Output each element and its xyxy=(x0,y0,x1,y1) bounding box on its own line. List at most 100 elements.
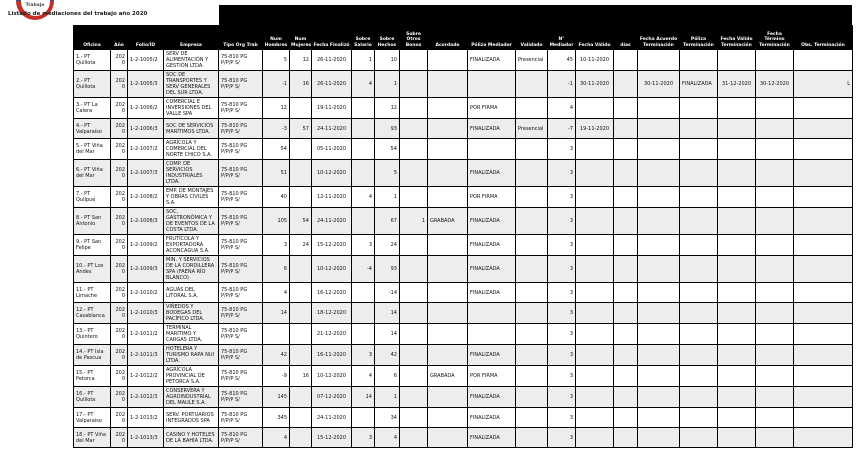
cell-sobre_salario[interactable] xyxy=(351,323,375,345)
cell-sobre_otros[interactable] xyxy=(399,118,428,139)
cell-ano[interactable]: 2020 xyxy=(110,302,128,324)
cell-dias[interactable] xyxy=(613,386,638,408)
cell-sobre_salario[interactable] xyxy=(351,207,375,235)
cell-num_mujeres[interactable]: 24 xyxy=(289,234,312,256)
cell-poliza_mediador[interactable]: POR FIRMA xyxy=(467,186,516,208)
cell-fecha_finalizo[interactable]: 26-11-2020 xyxy=(311,49,352,71)
cell-poliza_mediador[interactable]: FINALIZADA xyxy=(467,407,516,428)
cell-acordado[interactable] xyxy=(427,386,468,408)
cell-oficina[interactable]: 13.- PT Quintero xyxy=(73,323,111,345)
cell-fecha_valido[interactable] xyxy=(575,302,614,324)
cell-poliza_mediador[interactable]: FINALIZADA xyxy=(467,344,516,366)
cell-fecha_termino_term[interactable] xyxy=(755,282,794,303)
cell-fecha_acuerdo_term[interactable] xyxy=(637,138,680,160)
cell-validado[interactable] xyxy=(515,186,548,208)
cell-acordado[interactable] xyxy=(427,302,468,324)
cell-ano[interactable]: 2020 xyxy=(110,49,128,71)
cell-ano[interactable]: 2020 xyxy=(110,186,128,208)
cell-poliza_term[interactable] xyxy=(679,344,718,366)
cell-dias[interactable] xyxy=(613,282,638,303)
cell-fecha_valido_term[interactable] xyxy=(717,365,756,387)
cell-fecha_valido[interactable] xyxy=(575,255,614,283)
cell-poliza_mediador[interactable]: FINALIZADA xyxy=(467,49,516,71)
cell-poliza_mediador[interactable]: FINALIZADA xyxy=(467,118,516,139)
cell-fecha_acuerdo_term[interactable] xyxy=(637,407,680,428)
cell-fecha_valido[interactable] xyxy=(575,427,614,448)
cell-acordado[interactable] xyxy=(427,186,468,208)
cell-dias[interactable] xyxy=(613,186,638,208)
cell-poliza_mediador[interactable] xyxy=(467,70,516,98)
cell-sobre_otros[interactable] xyxy=(399,302,428,324)
cell-n_mediador[interactable]: 3 xyxy=(547,427,576,448)
cell-sobre_otros[interactable] xyxy=(399,344,428,366)
cell-num_hombres[interactable]: -1 xyxy=(262,70,290,98)
cell-sobre_hechos[interactable]: -14 xyxy=(374,282,400,303)
cell-fecha_finalizo[interactable]: 18-12-2020 xyxy=(311,302,352,324)
cell-tipo_org[interactable]: 75-810 PG P/P/P S/ xyxy=(218,138,263,160)
cell-empresa[interactable]: SOC. GASTRONÓMICA Y DE EVENTOS DE LA COS… xyxy=(163,207,219,235)
cell-sobre_hechos[interactable]: 4 xyxy=(374,427,400,448)
cell-sobre_otros[interactable] xyxy=(399,49,428,71)
cell-num_mujeres[interactable]: 54 xyxy=(289,207,312,235)
cell-sobre_otros[interactable] xyxy=(399,186,428,208)
cell-fecha_valido_term[interactable] xyxy=(717,255,756,283)
cell-sobre_hechos[interactable]: 1 xyxy=(374,186,400,208)
cell-oficina[interactable]: 8.- PT San Antonio xyxy=(73,207,111,235)
cell-acordado[interactable] xyxy=(427,138,468,160)
cell-sobre_salario[interactable]: -4 xyxy=(351,255,375,283)
cell-validado[interactable] xyxy=(515,386,548,408)
cell-oficina[interactable]: 12.- PT Casablanca xyxy=(73,302,111,324)
cell-acordado[interactable] xyxy=(427,97,468,119)
cell-sobre_otros[interactable] xyxy=(399,386,428,408)
cell-obs_term[interactable] xyxy=(793,365,853,387)
column-header-fecha_termino_term[interactable]: Fecha Término Terminación xyxy=(755,25,794,50)
cell-obs_term[interactable] xyxy=(793,207,853,235)
cell-sobre_hechos[interactable]: 34 xyxy=(374,407,400,428)
cell-ano[interactable]: 2020 xyxy=(110,323,128,345)
cell-fecha_acuerdo_term[interactable] xyxy=(637,207,680,235)
cell-sobre_salario[interactable]: 14 xyxy=(351,386,375,408)
cell-n_mediador[interactable]: -7 xyxy=(547,118,576,139)
cell-poliza_term[interactable] xyxy=(679,97,718,119)
cell-fecha_termino_term[interactable] xyxy=(755,118,794,139)
cell-validado[interactable] xyxy=(515,427,548,448)
cell-acordado[interactable] xyxy=(427,234,468,256)
cell-poliza_term[interactable]: FINALIZADA xyxy=(679,70,718,98)
cell-dias[interactable] xyxy=(613,323,638,345)
cell-fecha_valido_term[interactable] xyxy=(717,282,756,303)
cell-sobre_hechos[interactable]: 54 xyxy=(374,138,400,160)
cell-fecha_finalizo[interactable]: 12-11-2020 xyxy=(311,186,352,208)
cell-fecha_termino_term[interactable] xyxy=(755,234,794,256)
cell-obs_term[interactable] xyxy=(793,97,853,119)
cell-empresa[interactable]: AGUAS DEL LITORAL S.A. xyxy=(163,282,219,303)
cell-tipo_org[interactable]: 75-810 PG P/P/P S/ xyxy=(218,407,263,428)
cell-tipo_org[interactable]: 75-810 PG P/P/P S/ xyxy=(218,70,263,98)
cell-num_hombres[interactable]: 4 xyxy=(262,427,290,448)
cell-sobre_hechos[interactable]: 42 xyxy=(374,344,400,366)
cell-validado[interactable] xyxy=(515,323,548,345)
cell-sobre_salario[interactable]: 3 xyxy=(351,234,375,256)
cell-sobre_otros[interactable]: 1 xyxy=(399,207,428,235)
cell-poliza_term[interactable] xyxy=(679,49,718,71)
cell-dias[interactable] xyxy=(613,365,638,387)
cell-obs_term[interactable] xyxy=(793,138,853,160)
cell-dias[interactable] xyxy=(613,97,638,119)
cell-obs_term[interactable] xyxy=(793,255,853,283)
cell-oficina[interactable]: 3.- PT La Calera xyxy=(73,97,111,119)
cell-poliza_mediador[interactable]: FINALIZADA xyxy=(467,159,516,187)
cell-tipo_org[interactable]: 75-810 PG P/P/P S/ xyxy=(218,97,263,119)
cell-fecha_valido_term[interactable] xyxy=(717,302,756,324)
cell-ano[interactable]: 2020 xyxy=(110,282,128,303)
cell-fecha_valido_term[interactable] xyxy=(717,323,756,345)
cell-empresa[interactable]: COMP. DE SERVICIOS INDUSTRIALES LTDA. xyxy=(163,159,219,187)
cell-num_hombres[interactable]: 12 xyxy=(262,97,290,119)
cell-sobre_hechos[interactable]: 10 xyxy=(374,49,400,71)
cell-folio[interactable]: 1-2-1007/3 xyxy=(127,159,164,187)
cell-sobre_salario[interactable]: 3 xyxy=(351,427,375,448)
cell-poliza_mediador[interactable]: POR FIRMA xyxy=(467,97,516,119)
cell-num_hombres[interactable]: 5 xyxy=(262,49,290,71)
cell-empresa[interactable]: SOC DE SERVICIOS MARÍTIMOS LTDA. xyxy=(163,118,219,139)
cell-fecha_termino_term[interactable] xyxy=(755,323,794,345)
column-header-fecha_acuerdo_term[interactable]: Fecha Acuerdo Terminación xyxy=(637,25,680,50)
cell-sobre_salario[interactable] xyxy=(351,118,375,139)
